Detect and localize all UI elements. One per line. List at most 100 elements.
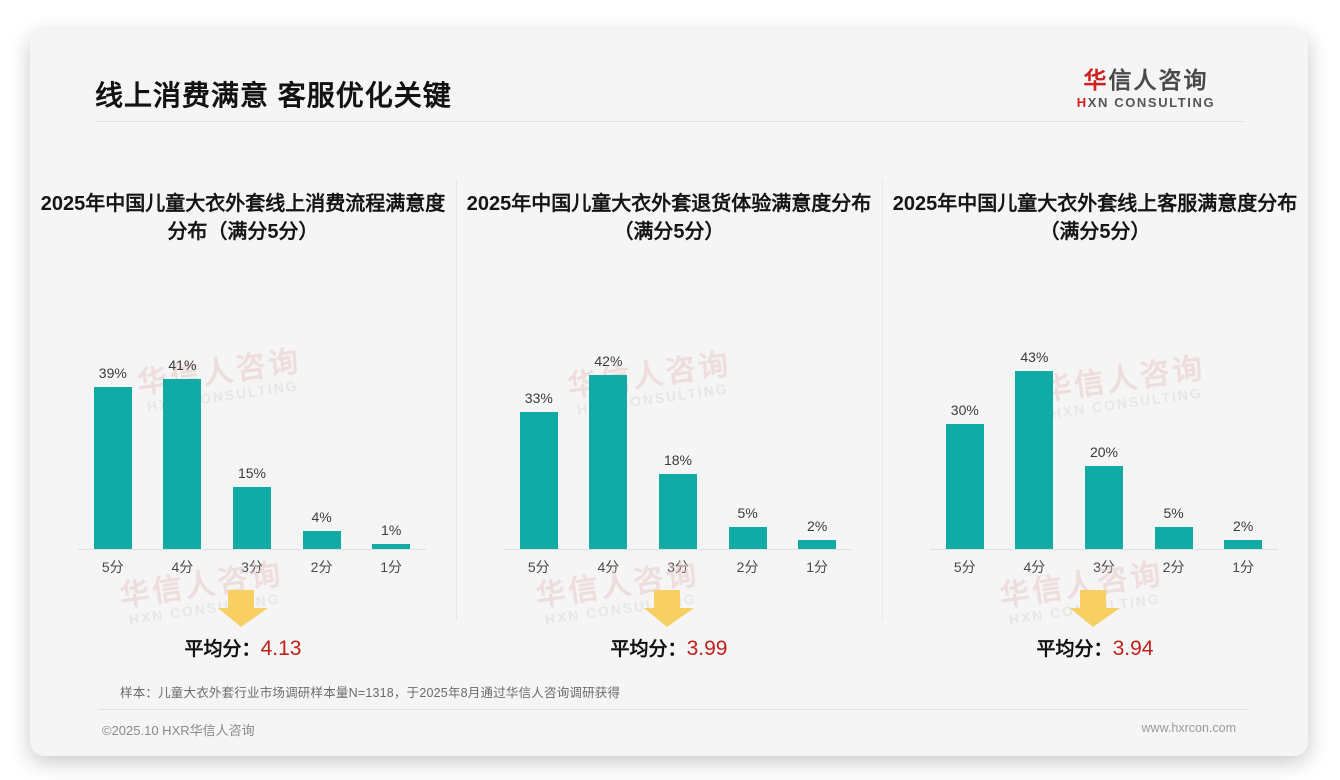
- bar-slot[interactable]: 1%: [360, 290, 422, 549]
- bar-value-label: 2%: [807, 518, 828, 534]
- bar-rect[interactable]: [232, 487, 271, 549]
- slide-header: 线上消费满意 客服优化关键 华信人咨询 HXN CONSULTING: [30, 30, 1308, 123]
- bar-value-label: 20%: [1089, 444, 1118, 460]
- brand-logo-en-accent: H: [1076, 95, 1088, 111]
- bar-rect[interactable]: [945, 424, 984, 549]
- bar-rect[interactable]: [589, 375, 628, 549]
- down-arrow-icon: [642, 590, 696, 628]
- axis-tick-label: 1分: [806, 559, 829, 575]
- chart-x-axis-2: 5分 4分 3分 2分 1分: [504, 552, 852, 586]
- bar-rect[interactable]: [1224, 540, 1263, 549]
- axis-tick-label: 3分: [667, 559, 689, 575]
- bar-value-label: 15%: [237, 465, 266, 481]
- axis-tick-label: 2分: [736, 559, 759, 575]
- bar-value-label: 2%: [1233, 518, 1254, 534]
- bar-value-label: 1%: [381, 522, 402, 538]
- axis-tick-label: 5分: [953, 559, 976, 575]
- bar-value-label: 30%: [950, 402, 979, 418]
- axis-tick-label: 1分: [380, 559, 403, 575]
- bar-slot[interactable]: 2%: [786, 290, 848, 549]
- footer-divider: [98, 709, 1248, 710]
- bar-rect[interactable]: [163, 379, 202, 549]
- bar-slot[interactable]: 39%: [82, 290, 144, 549]
- bar-slot[interactable]: 30%: [934, 290, 996, 549]
- bar-value-label: 5%: [1163, 505, 1184, 521]
- chart-panel-3: 2025年中国儿童大衣外套线上客服满意度分布（满分5分） 华信人咨询 HXN C…: [882, 142, 1308, 672]
- chart-panel-1: 2025年中国儿童大衣外套线上消费流程满意度分布（满分5分） 华信人咨询 HXN…: [30, 142, 456, 672]
- bar-slot[interactable]: 20%: [1073, 290, 1135, 549]
- bar-value-label: 5%: [737, 505, 758, 521]
- axis-tick-label: 2分: [310, 559, 333, 575]
- panel-divider: [456, 180, 457, 620]
- bar-value-label: 18%: [663, 452, 692, 468]
- slide-card: 线上消费满意 客服优化关键 华信人咨询 HXN CONSULTING 2025年…: [30, 30, 1308, 756]
- bar-value-label: 4%: [311, 509, 332, 525]
- page-title: 线上消费满意 客服优化关键: [95, 80, 452, 111]
- average-block-1: 平均分：4.13: [30, 590, 456, 670]
- bar-value-label: 39%: [98, 365, 127, 381]
- chart-panels: 2025年中国儿童大衣外套线上消费流程满意度分布（满分5分） 华信人咨询 HXN…: [30, 142, 1308, 672]
- axis-tick-label: 3分: [1093, 559, 1115, 575]
- website-link[interactable]: www.hxrcon.com: [1141, 721, 1236, 735]
- bar-rect[interactable]: [93, 387, 132, 549]
- bar-slot[interactable]: 2%: [1212, 290, 1274, 549]
- panel-divider: [882, 180, 883, 620]
- brand-logo: 华信人咨询 HXN CONSULTING: [1046, 67, 1246, 113]
- bar-rect[interactable]: [302, 531, 341, 549]
- down-arrow-icon: [216, 590, 270, 628]
- average-score-2: 平均分：3.99: [456, 634, 882, 661]
- bar-rect[interactable]: [798, 540, 837, 549]
- bar-rect[interactable]: [372, 544, 411, 549]
- bar-rect[interactable]: [728, 527, 767, 549]
- bar-slot[interactable]: 18%: [647, 290, 709, 549]
- copyright-text: ©2025.10 HXR华信人咨询: [102, 723, 255, 738]
- chart-panel-2: 2025年中国儿童大衣外套退货体验满意度分布（满分5分） 华信人咨询 HXN C…: [456, 142, 882, 672]
- brand-logo-en-rest: XN CONSULTING: [1087, 95, 1216, 111]
- average-value: 3.99: [686, 637, 728, 660]
- average-label: 平均分：: [184, 639, 261, 660]
- average-value: 4.13: [260, 637, 302, 660]
- chart-title-2: 2025年中国儿童大衣外套退货体验满意度分布（满分5分）: [466, 193, 872, 244]
- axis-tick-label: 4分: [1023, 559, 1046, 575]
- bar-slot[interactable]: 5%: [1143, 290, 1205, 549]
- axis-tick-label: 2分: [1162, 559, 1185, 575]
- bar-chart-1: 39% 41% 15% 4%: [30, 290, 456, 590]
- sample-note: 样本：儿童大衣外套行业市场调研样本量N=1318，于2025年8月通过华信人咨询…: [120, 686, 621, 700]
- bar-slot[interactable]: 43%: [1003, 290, 1065, 549]
- average-score-1: 平均分：4.13: [30, 634, 456, 661]
- chart-title-1: 2025年中国儿童大衣外套线上消费流程满意度分布（满分5分）: [40, 193, 446, 244]
- chart-x-axis-3: 5分 4分 3分 2分 1分: [930, 552, 1278, 586]
- down-arrow-icon: [1068, 590, 1122, 628]
- chart-x-axis-1: 5分 4分 3分 2分 1分: [78, 552, 426, 586]
- brand-logo-cn: 华信人咨询: [1046, 67, 1246, 93]
- chart-plot-area-3: 30% 43% 20% 5%: [930, 290, 1278, 550]
- bar-rect[interactable]: [1154, 527, 1193, 549]
- bar-slot[interactable]: 41%: [151, 290, 213, 549]
- bar-slot[interactable]: 42%: [577, 290, 639, 549]
- bar-slot[interactable]: 15%: [221, 290, 283, 549]
- bar-value-label: 43%: [1020, 349, 1049, 365]
- average-block-2: 平均分：3.99: [456, 590, 882, 670]
- bar-slot[interactable]: 33%: [508, 290, 570, 549]
- chart-plot-area-1: 39% 41% 15% 4%: [78, 290, 426, 550]
- bar-slot[interactable]: 5%: [717, 290, 779, 549]
- bar-value-label: 42%: [594, 353, 623, 369]
- bar-chart-2: 33% 42% 18% 5%: [456, 290, 882, 590]
- bar-rect[interactable]: [658, 474, 697, 549]
- bar-rect[interactable]: [1084, 466, 1123, 549]
- average-score-3: 平均分：3.94: [882, 634, 1308, 661]
- bar-slot[interactable]: 4%: [291, 290, 353, 549]
- brand-logo-cn-accent: 华: [1083, 67, 1109, 93]
- bar-rect[interactable]: [1015, 371, 1054, 549]
- header-divider: [95, 121, 1245, 122]
- bar-rect[interactable]: [519, 412, 558, 549]
- average-block-3: 平均分：3.94: [882, 590, 1308, 670]
- chart-plot-area-2: 33% 42% 18% 5%: [504, 290, 852, 550]
- axis-tick-label: 1分: [1232, 559, 1255, 575]
- axis-tick-label: 5分: [527, 559, 550, 575]
- average-label: 平均分：: [610, 639, 687, 660]
- axis-tick-label: 4分: [597, 559, 620, 575]
- brand-logo-cn-rest: 信人咨询: [1108, 67, 1209, 93]
- average-value: 3.94: [1112, 637, 1154, 660]
- chart-title-3: 2025年中国儿童大衣外套线上客服满意度分布（满分5分）: [892, 193, 1298, 244]
